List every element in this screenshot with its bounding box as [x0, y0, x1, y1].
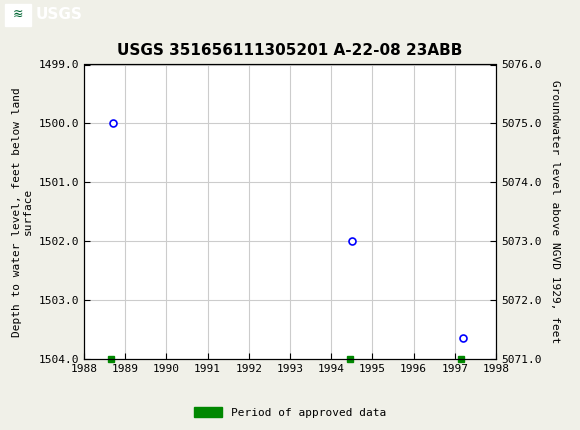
Text: ≋: ≋	[12, 8, 23, 21]
Y-axis label: Depth to water level, feet below land
surface: Depth to water level, feet below land su…	[12, 87, 33, 337]
Title: USGS 351656111305201 A-22-08 23ABB: USGS 351656111305201 A-22-08 23ABB	[117, 43, 463, 58]
Y-axis label: Groundwater level above NGVD 1929, feet: Groundwater level above NGVD 1929, feet	[550, 80, 560, 344]
FancyBboxPatch shape	[5, 3, 31, 26]
Text: USGS: USGS	[36, 7, 83, 22]
Legend: Period of approved data: Period of approved data	[190, 403, 390, 422]
